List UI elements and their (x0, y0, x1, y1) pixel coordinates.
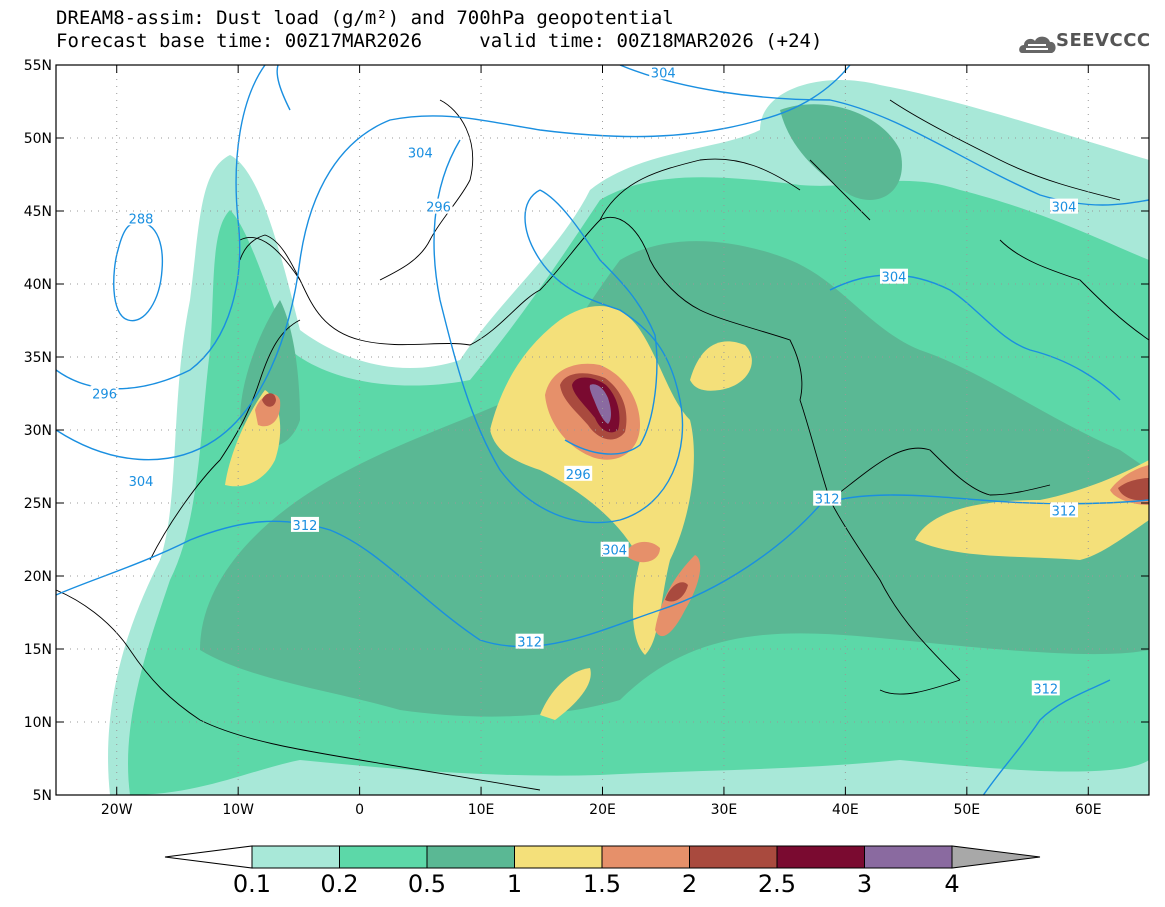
dust-band-1-chad (540, 668, 591, 720)
colorbar-swatch (426, 845, 515, 869)
contour-label-bg (600, 541, 629, 557)
dust-band-1-egypt (690, 341, 752, 391)
contour-label: 304 (602, 544, 627, 559)
contour-label: 312 (293, 519, 318, 534)
contour-label-bg (424, 198, 453, 214)
contour-label-bg (879, 268, 908, 284)
colorbar-min-arrow (164, 845, 253, 869)
contour-label-bg (127, 473, 156, 489)
lon-tick-label: 0 (355, 802, 364, 818)
lat-tick-label: 35N (24, 350, 52, 366)
dust-load-field (108, 80, 1149, 795)
lon-tick-label: 30E (711, 802, 738, 818)
colorbar-label: 3 (857, 870, 872, 898)
lat-tick-label: 10N (24, 715, 52, 731)
contour-label: 304 (408, 147, 433, 162)
dust-band-1.5-sudan2 (625, 541, 660, 563)
colorbar-label: 1 (507, 870, 522, 898)
lat-tick-label: 5N (33, 788, 52, 804)
contour-label: 304 (1052, 201, 1077, 216)
lat-tick-label: 25N (24, 496, 52, 512)
lon-tick-label: 50E (953, 802, 980, 818)
colorbar-max-arrow (951, 845, 1041, 869)
colorbar-label: 0.1 (233, 870, 271, 898)
colorbar-label: 2 (682, 870, 697, 898)
lat-tick-label: 20N (24, 569, 52, 585)
colorbar-label: 2.5 (758, 870, 796, 898)
colorbar-swatch (339, 845, 428, 869)
contour-label-bg (1031, 680, 1060, 696)
lat-tick-label: 50N (24, 131, 52, 147)
contour-label-bg (515, 633, 544, 649)
map-title: DREAM8-assim: Dust load (g/m²) and 700hP… (56, 7, 674, 29)
colorbar-label: 0.2 (320, 870, 358, 898)
contour-label: 296 (566, 468, 591, 483)
colorbar-label: 4 (944, 870, 959, 898)
logo-text: SEEVCCC (1056, 30, 1151, 51)
dust-band-2-morocco (262, 393, 276, 407)
dust-band-2-gulf (1118, 478, 1149, 501)
contour-label-bg (1049, 198, 1078, 214)
contour-label: 312 (1052, 504, 1077, 519)
valid-time: valid time: 00Z18MAR2026 (+24) (479, 30, 823, 52)
lon-tick-label: 10W (222, 802, 254, 818)
lon-tick-label: 40E (832, 802, 859, 818)
colorbar-swatch (776, 845, 865, 869)
lat-tick-label: 30N (24, 423, 52, 439)
colorbar-label: 0.5 (408, 870, 446, 898)
contour-label: 312 (517, 636, 542, 651)
dust-band-0.5-north (780, 104, 902, 200)
geopotential-contours (56, 65, 1149, 795)
contour-label-bg (90, 385, 119, 401)
contour-label-bg (564, 465, 593, 481)
longitude-axis: 20W 10W 0 10E 20E 30E 40E 50E 60E (101, 65, 1102, 818)
contour-label: 288 (129, 212, 154, 227)
contour-label-bg (127, 210, 156, 226)
lat-tick-label: 45N (24, 204, 52, 220)
contour-label-bg (290, 516, 319, 532)
dust-band-1-arabia (915, 460, 1149, 560)
dust-band-3 (589, 384, 611, 424)
cloud-logo-icon (1019, 36, 1056, 53)
latitude-axis: 55N 50N 45N 40N 35N 30N 25N 20N 15N 10N 5N (24, 58, 1149, 804)
contour-label-bg (813, 490, 842, 506)
contour-label: 312 (1033, 682, 1058, 697)
map-subtitle: Forecast base time: 00Z17MAR2026 valid t… (56, 31, 822, 51)
coastlines (56, 99, 1149, 791)
lon-tick-label: 20E (589, 802, 616, 818)
contour-label-bg (406, 144, 435, 160)
colorbar-label: 1.5 (583, 870, 621, 898)
colorbar: 0.1 0.2 0.5 1 1.5 2 2.5 3 4 (164, 845, 1041, 898)
contour-label: 304 (129, 475, 154, 490)
contour-label: 296 (426, 201, 451, 216)
lon-tick-label: 10E (468, 802, 495, 818)
colorbar-swatch (514, 845, 603, 869)
lat-tick-label: 55N (24, 58, 52, 74)
colorbar-swatch (601, 845, 690, 869)
colorbar-swatch (251, 845, 340, 869)
base-time: Forecast base time: 00Z17MAR2026 (56, 30, 423, 52)
lon-tick-label: 20W (101, 802, 133, 818)
contour-label: 296 (92, 388, 117, 403)
colorbar-swatch (689, 845, 778, 869)
lat-tick-label: 40N (24, 277, 52, 293)
contour-label: 304 (651, 66, 676, 81)
contour-label: 312 (815, 493, 840, 508)
dust-band-2-sudan (665, 582, 688, 602)
contour-label: 304 (882, 271, 907, 286)
geopotential-labels: 304 304 296 304 304 288 296 304 296 304 312 312 312 3… (90, 64, 1078, 697)
contour-label-bg (1049, 502, 1078, 518)
lat-tick-label: 15N (24, 642, 52, 658)
colorbar-swatch (864, 845, 953, 869)
contour-label-bg (649, 64, 678, 80)
lon-tick-label: 60E (1075, 802, 1102, 818)
